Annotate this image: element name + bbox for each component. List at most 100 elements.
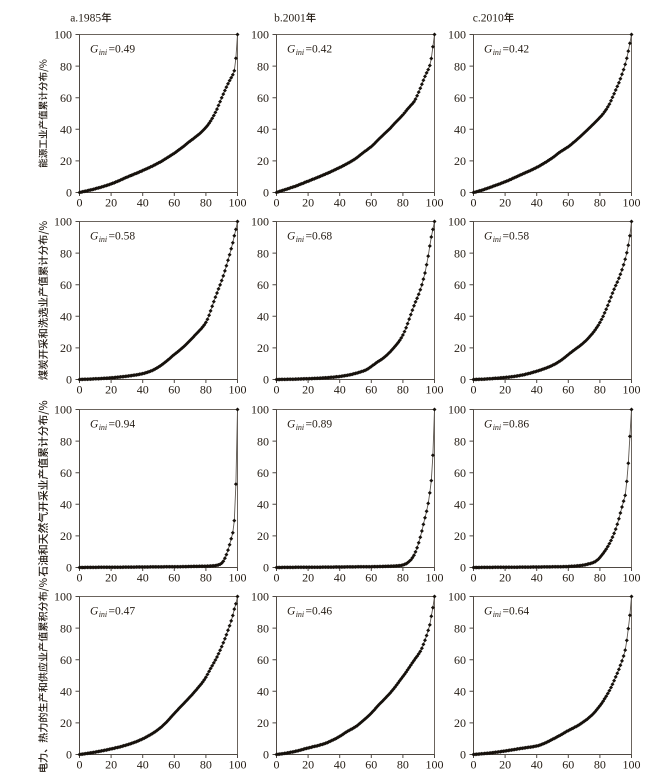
svg-text:20: 20 — [302, 195, 314, 209]
svg-text:20: 20 — [499, 570, 511, 584]
svg-text:20: 20 — [499, 382, 511, 396]
svg-text:0: 0 — [471, 382, 477, 396]
svg-text:100: 100 — [426, 570, 444, 584]
svg-text:=0.58: =0.58 — [503, 230, 530, 242]
svg-text:G: G — [484, 230, 493, 242]
svg-text:0: 0 — [66, 561, 72, 575]
svg-text:0: 0 — [274, 570, 280, 584]
svg-text:0: 0 — [471, 757, 477, 771]
svg-text:100: 100 — [426, 757, 444, 771]
svg-text:=0.49: =0.49 — [109, 43, 136, 55]
svg-text:60: 60 — [168, 195, 180, 209]
svg-text:0: 0 — [66, 373, 72, 387]
svg-text:=0.68: =0.68 — [306, 230, 333, 242]
svg-text:=0.86: =0.86 — [503, 418, 530, 430]
svg-text:=0.46: =0.46 — [306, 605, 333, 617]
svg-text:20: 20 — [454, 154, 466, 168]
svg-text:60: 60 — [454, 278, 466, 292]
svg-text:40: 40 — [454, 310, 466, 324]
svg-text:0: 0 — [274, 382, 280, 396]
svg-text:80: 80 — [200, 570, 212, 584]
svg-text:40: 40 — [531, 757, 543, 771]
svg-text:100: 100 — [623, 382, 641, 396]
svg-text:100: 100 — [623, 195, 641, 209]
svg-text:80: 80 — [397, 570, 409, 584]
svg-text:40: 40 — [531, 195, 543, 209]
svg-text:40: 40 — [137, 382, 149, 396]
svg-text:20: 20 — [454, 529, 466, 543]
svg-text:20: 20 — [105, 382, 117, 396]
svg-text:100: 100 — [448, 590, 466, 604]
svg-text:40: 40 — [137, 195, 149, 209]
svg-text:20: 20 — [257, 716, 269, 730]
svg-text:100: 100 — [251, 403, 269, 417]
svg-text:0: 0 — [77, 382, 83, 396]
svg-text:ini: ini — [296, 48, 304, 57]
svg-text:60: 60 — [454, 466, 466, 480]
svg-text:60: 60 — [257, 91, 269, 105]
svg-text:80: 80 — [594, 570, 606, 584]
svg-text:100: 100 — [623, 757, 641, 771]
svg-text:0: 0 — [460, 561, 466, 575]
svg-text:0: 0 — [263, 186, 269, 200]
svg-text:20: 20 — [257, 154, 269, 168]
svg-text:0: 0 — [460, 186, 466, 200]
svg-text:c.2010: c.2010 — [473, 12, 504, 24]
svg-text:60: 60 — [60, 278, 72, 292]
svg-text:40: 40 — [257, 123, 269, 137]
svg-text:=0.47: =0.47 — [109, 605, 136, 617]
svg-text:80: 80 — [60, 621, 72, 635]
svg-text:20: 20 — [105, 570, 117, 584]
svg-text:60: 60 — [60, 653, 72, 667]
svg-text:20: 20 — [105, 757, 117, 771]
svg-text:0: 0 — [77, 195, 83, 209]
svg-text:=0.64: =0.64 — [503, 605, 530, 617]
svg-text:100: 100 — [54, 28, 72, 42]
svg-text:40: 40 — [454, 123, 466, 137]
svg-text:40: 40 — [334, 382, 346, 396]
svg-text:80: 80 — [60, 246, 72, 260]
svg-text:20: 20 — [302, 382, 314, 396]
svg-text:60: 60 — [365, 382, 377, 396]
svg-text:80: 80 — [257, 59, 269, 73]
svg-text:60: 60 — [168, 382, 180, 396]
svg-text:40: 40 — [334, 757, 346, 771]
svg-text:60: 60 — [562, 195, 574, 209]
svg-text:100: 100 — [251, 28, 269, 42]
svg-text:80: 80 — [60, 59, 72, 73]
svg-text:ini: ini — [493, 235, 501, 244]
svg-text:80: 80 — [594, 382, 606, 396]
svg-text:40: 40 — [454, 498, 466, 512]
svg-text:40: 40 — [454, 685, 466, 699]
svg-text:100: 100 — [448, 215, 466, 229]
svg-text:b.2001: b.2001 — [274, 12, 306, 24]
svg-text:80: 80 — [200, 382, 212, 396]
svg-text:100: 100 — [426, 382, 444, 396]
svg-text:20: 20 — [499, 757, 511, 771]
svg-text:40: 40 — [334, 570, 346, 584]
svg-text:60: 60 — [562, 382, 574, 396]
svg-text:=0.94: =0.94 — [109, 418, 136, 430]
svg-text:60: 60 — [257, 466, 269, 480]
svg-text:100: 100 — [229, 757, 247, 771]
svg-text:40: 40 — [257, 685, 269, 699]
svg-text:40: 40 — [257, 310, 269, 324]
svg-text:80: 80 — [60, 434, 72, 448]
svg-text:0: 0 — [460, 748, 466, 762]
svg-text:ini: ini — [493, 423, 501, 432]
svg-text:80: 80 — [454, 59, 466, 73]
svg-text:40: 40 — [60, 310, 72, 324]
svg-text:60: 60 — [365, 570, 377, 584]
svg-text:40: 40 — [334, 195, 346, 209]
svg-text:ini: ini — [296, 235, 304, 244]
svg-text:60: 60 — [365, 757, 377, 771]
svg-text:0: 0 — [77, 570, 83, 584]
svg-text:0: 0 — [66, 186, 72, 200]
svg-text:ini: ini — [99, 610, 107, 619]
svg-text:0: 0 — [66, 748, 72, 762]
svg-text:G: G — [484, 418, 493, 430]
svg-text:ini: ini — [99, 48, 107, 57]
svg-text:80: 80 — [200, 757, 212, 771]
svg-text:=0.42: =0.42 — [503, 43, 530, 55]
svg-text:20: 20 — [454, 716, 466, 730]
